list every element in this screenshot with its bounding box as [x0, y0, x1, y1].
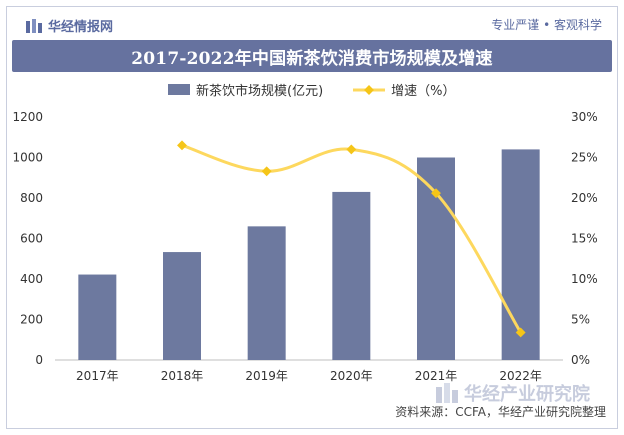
legend-bar-swatch — [168, 84, 190, 95]
brand: 华经情报网 — [26, 16, 113, 35]
y-right-tick-label: 15% — [571, 232, 598, 246]
y-right-tick-label: 10% — [571, 272, 598, 286]
legend-bar-label: 新茶饮市场规模(亿元) — [196, 84, 324, 99]
slogan: 专业严谨 • 客观科学 — [491, 18, 602, 32]
y-left-tick-label: 1200 — [12, 110, 43, 124]
y-right-tick-label: 30% — [571, 110, 598, 124]
y-left-tick-label: 400 — [20, 272, 43, 286]
brand-name: 华经情报网 — [48, 20, 114, 35]
legend-line-label: 增速（%） — [391, 84, 456, 99]
growth-line — [181, 143, 522, 334]
y-left-tick-label: 1000 — [12, 151, 43, 165]
watermark-logo-icon — [436, 383, 458, 403]
y-right-tick-label: 25% — [571, 151, 598, 165]
growth-point — [515, 327, 526, 338]
y-right-tick-label: 0% — [571, 353, 590, 367]
title-bar: 2017-2022年中国新茶饮消费市场规模及增速 — [12, 40, 612, 72]
brand-logo-icon — [26, 18, 42, 33]
bar — [417, 157, 455, 360]
y-left-tick-label: 200 — [20, 313, 43, 327]
chart-title: 2017-2022年中国新茶饮消费市场规模及增速 — [131, 48, 493, 69]
x-tick-label: 2019年 — [245, 369, 288, 383]
legend-item-line: 增速（%） — [353, 80, 456, 99]
bar — [163, 252, 201, 360]
growth-point — [431, 188, 441, 199]
watermark-corner: 华经产业研究院 — [436, 380, 590, 406]
growth-point — [346, 144, 357, 155]
y-left-tick-label: 0 — [35, 353, 43, 367]
legend-item-bar: 新茶饮市场规模(亿元) — [168, 80, 323, 99]
source-note: 资料来源：CCFA，华经产业研究院整理 — [395, 405, 606, 419]
bar — [501, 149, 540, 360]
watermark-text: 华经产业研究院 — [464, 384, 590, 405]
y-left-tick-label: 800 — [20, 191, 43, 205]
y-right-tick-label: 5% — [571, 313, 590, 327]
bar — [78, 274, 117, 360]
x-tick-label: 2022年 — [499, 369, 542, 383]
legend: 新茶饮市场规模(亿元) 增速（%） — [168, 80, 456, 99]
top-bar: 华经情报网 专业严谨 • 客观科学 — [6, 6, 618, 38]
growth-point — [177, 140, 187, 151]
bar — [247, 226, 286, 360]
y-left-tick-label: 600 — [20, 232, 43, 246]
y-right-tick-label: 20% — [571, 191, 598, 205]
x-tick-label: 2018年 — [161, 369, 204, 383]
x-tick-label: 2017年 — [76, 369, 119, 383]
x-tick-label: 2021年 — [415, 369, 458, 383]
legend-line-swatch — [353, 84, 386, 95]
bar — [332, 191, 371, 360]
growth-point — [261, 166, 272, 177]
x-tick-label: 2020年 — [330, 369, 373, 383]
